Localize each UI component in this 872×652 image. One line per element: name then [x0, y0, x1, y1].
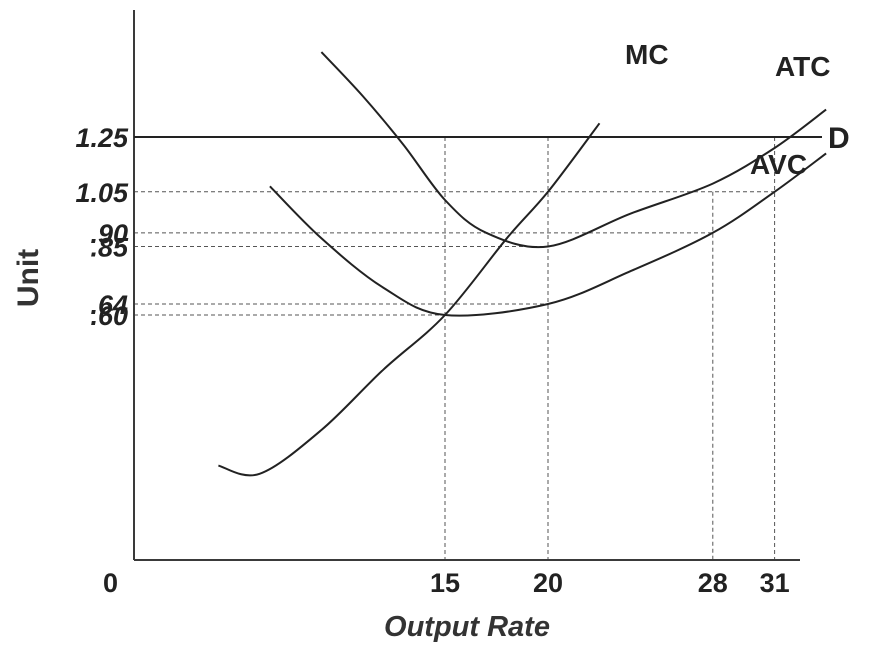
origin-label: 0	[103, 568, 118, 598]
x-axis-label: Output Rate	[384, 611, 550, 643]
cost-curves	[218, 51, 827, 477]
y-tick-label-1: 1.05	[75, 178, 129, 208]
x-tick-label-2: 28	[698, 568, 728, 598]
y-tick-label-2: .90	[90, 219, 128, 249]
atc-label: ATC	[775, 51, 830, 82]
curve-labels: MC ATC AVC D	[625, 39, 850, 180]
y-tick-label-5: .60	[90, 301, 128, 331]
avc-curve	[269, 152, 827, 317]
guide-lines	[134, 137, 776, 560]
x-tick-label-1: 20	[533, 568, 563, 598]
y-axis-label: Unit	[12, 249, 45, 307]
y-tick-label-3: .85	[90, 233, 129, 263]
mc-curve	[218, 122, 601, 477]
y-tick-labels: 1.25 1.05 .90.85 .64.60	[75, 123, 129, 331]
atc-curve	[320, 51, 827, 249]
x-tick-labels: 15 20 28 31	[430, 568, 790, 598]
x-tick-label-0: 15	[430, 568, 460, 598]
y-tick-label-4: .64	[90, 290, 128, 320]
demand-label: D	[828, 122, 850, 155]
mc-label: MC	[625, 39, 669, 70]
x-tick-label-3: 31	[760, 568, 790, 598]
y-tick-label-0: 1.25	[75, 123, 129, 153]
avc-label: AVC	[750, 149, 807, 180]
